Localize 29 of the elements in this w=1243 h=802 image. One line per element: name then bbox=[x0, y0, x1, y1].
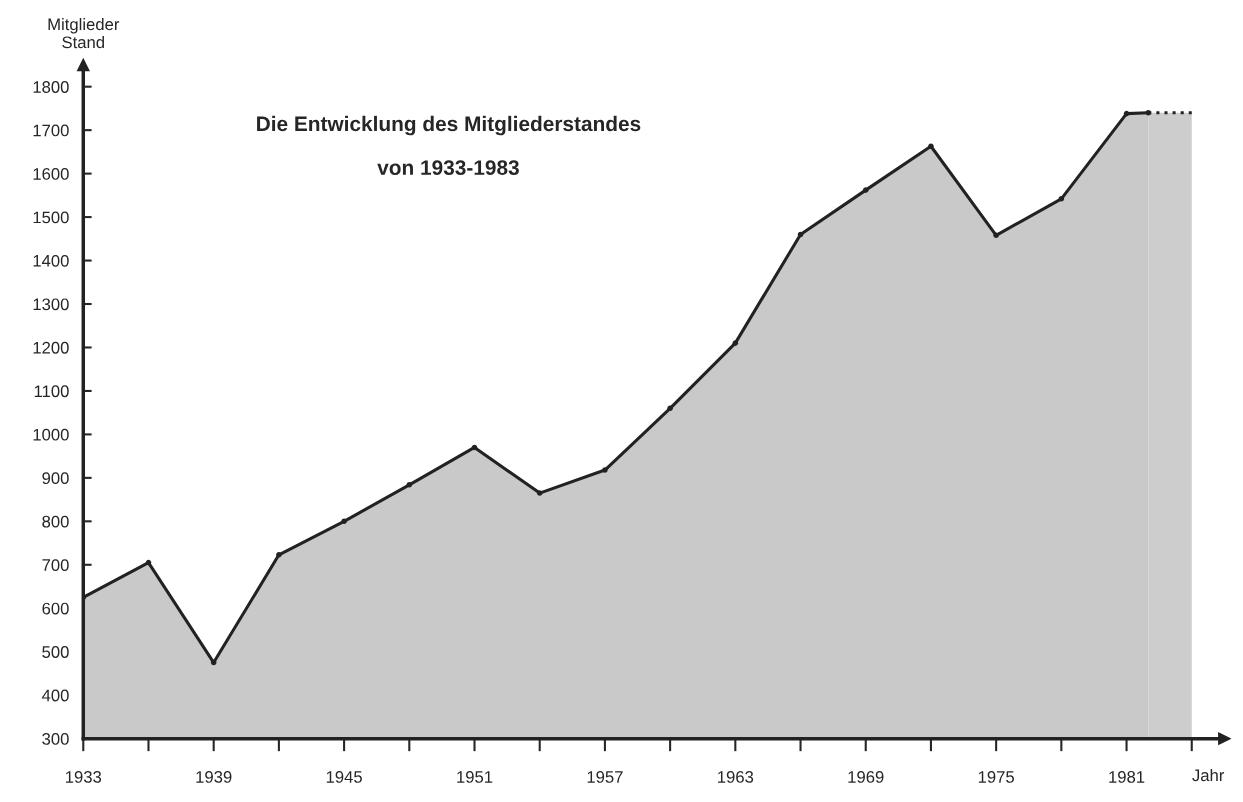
x-tick-label: 1957 bbox=[587, 771, 623, 783]
y-axis-title: Mitglieder Stand bbox=[48, 18, 120, 49]
y-tick-label: 700 bbox=[42, 559, 69, 571]
y-tick-label: 1000 bbox=[33, 428, 69, 441]
y-tick-label: 1600 bbox=[33, 168, 69, 180]
x-tick-label: 1933 bbox=[66, 771, 102, 783]
y-tick-label: 600 bbox=[42, 602, 69, 615]
y-tick-label: 800 bbox=[42, 515, 69, 528]
y-tick-label: 1300 bbox=[33, 298, 69, 311]
x-axis-title: Jahr bbox=[1192, 768, 1225, 782]
y-tick-label: 1500 bbox=[33, 211, 69, 224]
y-tick-label: 1800 bbox=[33, 81, 69, 93]
x-tick-label: 1939 bbox=[196, 771, 232, 783]
y-tick-label: 300 bbox=[42, 733, 69, 745]
y-tick-label: 900 bbox=[42, 472, 69, 485]
x-tick-label: 1975 bbox=[978, 771, 1014, 783]
x-tick-label: 1969 bbox=[848, 771, 884, 783]
y-tick-label: 1200 bbox=[33, 341, 69, 354]
x-tick-label: 1951 bbox=[457, 771, 493, 783]
y-tick-label: 400 bbox=[41, 689, 69, 702]
x-tick-label: 1945 bbox=[326, 771, 362, 783]
y-tick-label: 500 bbox=[42, 646, 69, 658]
text: von 1933-1983 bbox=[377, 160, 519, 175]
y-tick-label: 1400 bbox=[33, 254, 69, 267]
x-tick-label: 1963 bbox=[718, 771, 754, 783]
y-tick-label: 1700 bbox=[33, 124, 69, 137]
text: Die Entwicklung des Mitgliederstandes bbox=[257, 115, 641, 136]
x-tick-label: 1981 bbox=[1109, 771, 1145, 783]
y-tick-label: 1100 bbox=[34, 385, 69, 398]
